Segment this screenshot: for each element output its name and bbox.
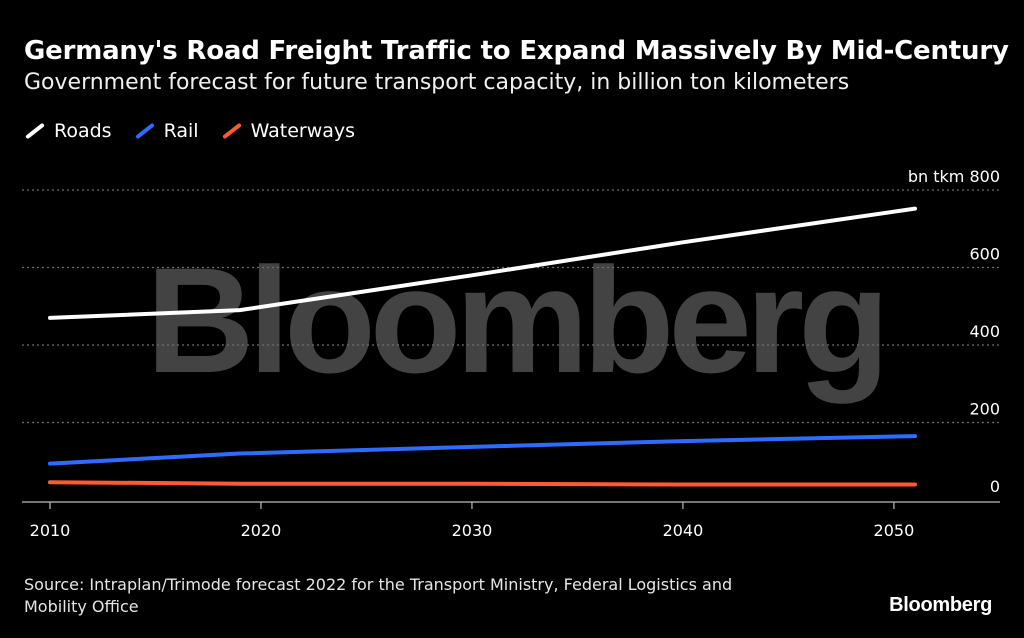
- x-tick-label: 2050: [874, 521, 915, 540]
- legend-label-roads: Roads: [54, 120, 112, 142]
- brand-logo: Bloomberg: [889, 594, 992, 616]
- chart-subtitle: Government forecast for future transport…: [24, 70, 850, 95]
- series-line-roads: [48, 206, 917, 320]
- legend-label-waterways: Waterways: [250, 120, 356, 142]
- y-tick-label: 400: [969, 322, 1000, 341]
- x-tick-label: 2040: [663, 521, 704, 540]
- watermark-text: Bloomberg: [146, 236, 884, 404]
- legend-item-roads: Roads: [24, 120, 112, 142]
- source-note: Source: Intraplan/Trimode forecast 2022 …: [24, 575, 733, 616]
- legend-label-rail: Rail: [163, 120, 199, 142]
- series-line-rail: [48, 434, 917, 466]
- legend: Roads Rail Waterways: [24, 120, 355, 142]
- x-tick-label: 2020: [241, 521, 282, 540]
- x-tick-label: 2010: [30, 521, 71, 540]
- y-tick-label: 0: [990, 477, 1000, 496]
- y-tick-label: 600: [969, 245, 1000, 264]
- legend-item-waterways: Waterways: [221, 120, 356, 142]
- legend-item-rail: Rail: [134, 120, 199, 142]
- x-tick-label: 2030: [452, 521, 493, 540]
- y-tick-label: bn tkm 800: [908, 167, 1000, 186]
- series-line-waterways: [48, 480, 917, 487]
- y-tick-label: 200: [969, 400, 1000, 419]
- chart-title: Germany's Road Freight Traffic to Expand…: [24, 36, 1009, 66]
